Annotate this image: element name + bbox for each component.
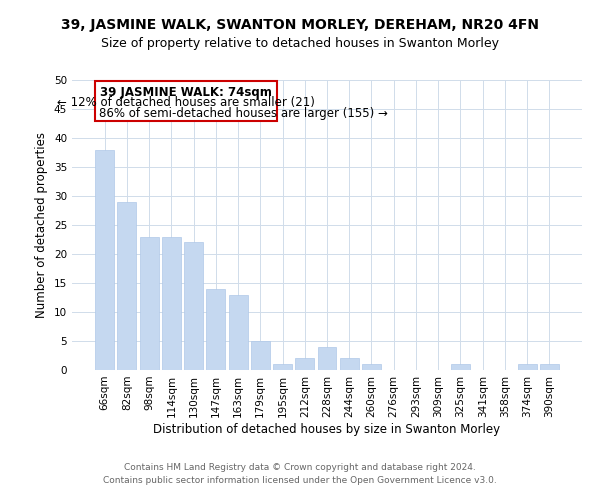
Bar [118,202,136,370]
Text: 39, JASMINE WALK, SWANTON MORLEY, DEREHAM, NR20 4FN: 39, JASMINE WALK, SWANTON MORLEY, DEREHA… [61,18,539,32]
Bar [162,236,181,370]
Bar [451,364,470,370]
FancyBboxPatch shape [95,81,277,120]
Bar [317,347,337,370]
Text: Contains HM Land Registry data © Crown copyright and database right 2024.
Contai: Contains HM Land Registry data © Crown c… [103,464,497,485]
Bar [251,341,270,370]
Bar [95,150,114,370]
Y-axis label: Number of detached properties: Number of detached properties [35,132,49,318]
Bar [518,364,536,370]
Bar [140,236,158,370]
X-axis label: Distribution of detached houses by size in Swanton Morley: Distribution of detached houses by size … [154,422,500,436]
Bar [273,364,292,370]
Text: 86% of semi-detached houses are larger (155) →: 86% of semi-detached houses are larger (… [99,106,388,120]
Bar [362,364,381,370]
Text: 39 JASMINE WALK: 74sqm: 39 JASMINE WALK: 74sqm [100,86,272,99]
Bar [340,358,359,370]
Bar [295,358,314,370]
Bar [540,364,559,370]
Text: Size of property relative to detached houses in Swanton Morley: Size of property relative to detached ho… [101,38,499,51]
Text: ← 12% of detached houses are smaller (21): ← 12% of detached houses are smaller (21… [57,96,315,109]
Bar [229,294,248,370]
Bar [184,242,203,370]
Bar [206,289,225,370]
